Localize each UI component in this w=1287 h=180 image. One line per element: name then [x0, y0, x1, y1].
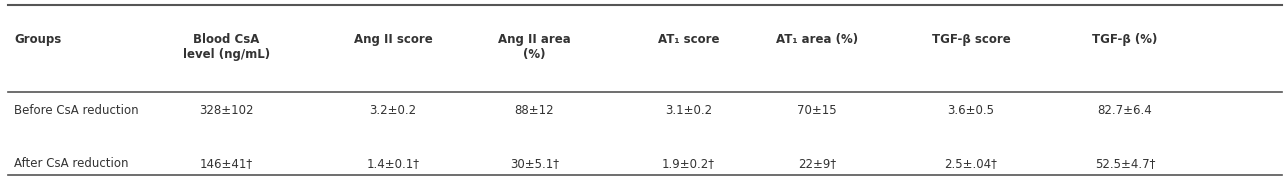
Text: Ang II score: Ang II score	[354, 33, 432, 46]
Text: 70±15: 70±15	[797, 104, 837, 117]
Text: 52.5±4.7†: 52.5±4.7†	[1095, 157, 1156, 170]
Text: TGF-β (%): TGF-β (%)	[1093, 33, 1158, 46]
Text: 2.5±.04†: 2.5±.04†	[945, 157, 997, 170]
Text: 3.2±0.2: 3.2±0.2	[369, 104, 417, 117]
Text: 3.6±0.5: 3.6±0.5	[947, 104, 995, 117]
Text: 328±102: 328±102	[199, 104, 254, 117]
Text: 1.4±0.1†: 1.4±0.1†	[367, 157, 420, 170]
Text: After CsA reduction: After CsA reduction	[14, 157, 129, 170]
Text: AT₁ area (%): AT₁ area (%)	[776, 33, 858, 46]
Text: AT₁ score: AT₁ score	[658, 33, 719, 46]
Text: 146±41†: 146±41†	[199, 157, 252, 170]
Text: TGF-β score: TGF-β score	[932, 33, 1010, 46]
Text: Before CsA reduction: Before CsA reduction	[14, 104, 139, 117]
Text: Groups: Groups	[14, 33, 62, 46]
Text: 30±5.1†: 30±5.1†	[510, 157, 559, 170]
Text: 22±9†: 22±9†	[798, 157, 837, 170]
Text: Blood CsA
level (ng/mL): Blood CsA level (ng/mL)	[183, 33, 270, 61]
Text: 88±12: 88±12	[515, 104, 555, 117]
Text: 82.7±6.4: 82.7±6.4	[1098, 104, 1152, 117]
Text: 1.9±0.2†: 1.9±0.2†	[662, 157, 716, 170]
Text: Ang II area
(%): Ang II area (%)	[498, 33, 570, 61]
Text: 3.1±0.2: 3.1±0.2	[665, 104, 712, 117]
